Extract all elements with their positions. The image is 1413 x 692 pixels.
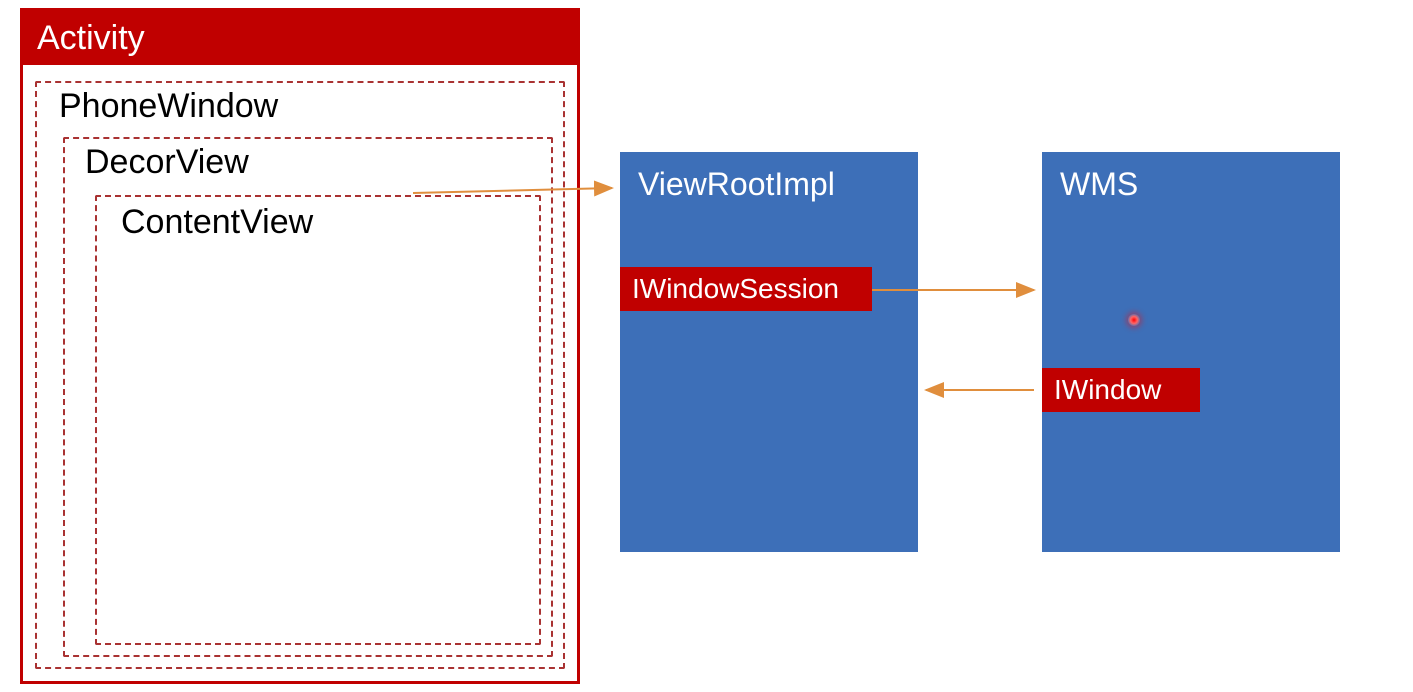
arrow-decorview-to-viewroot <box>0 0 1413 692</box>
edge-1 <box>413 188 612 193</box>
